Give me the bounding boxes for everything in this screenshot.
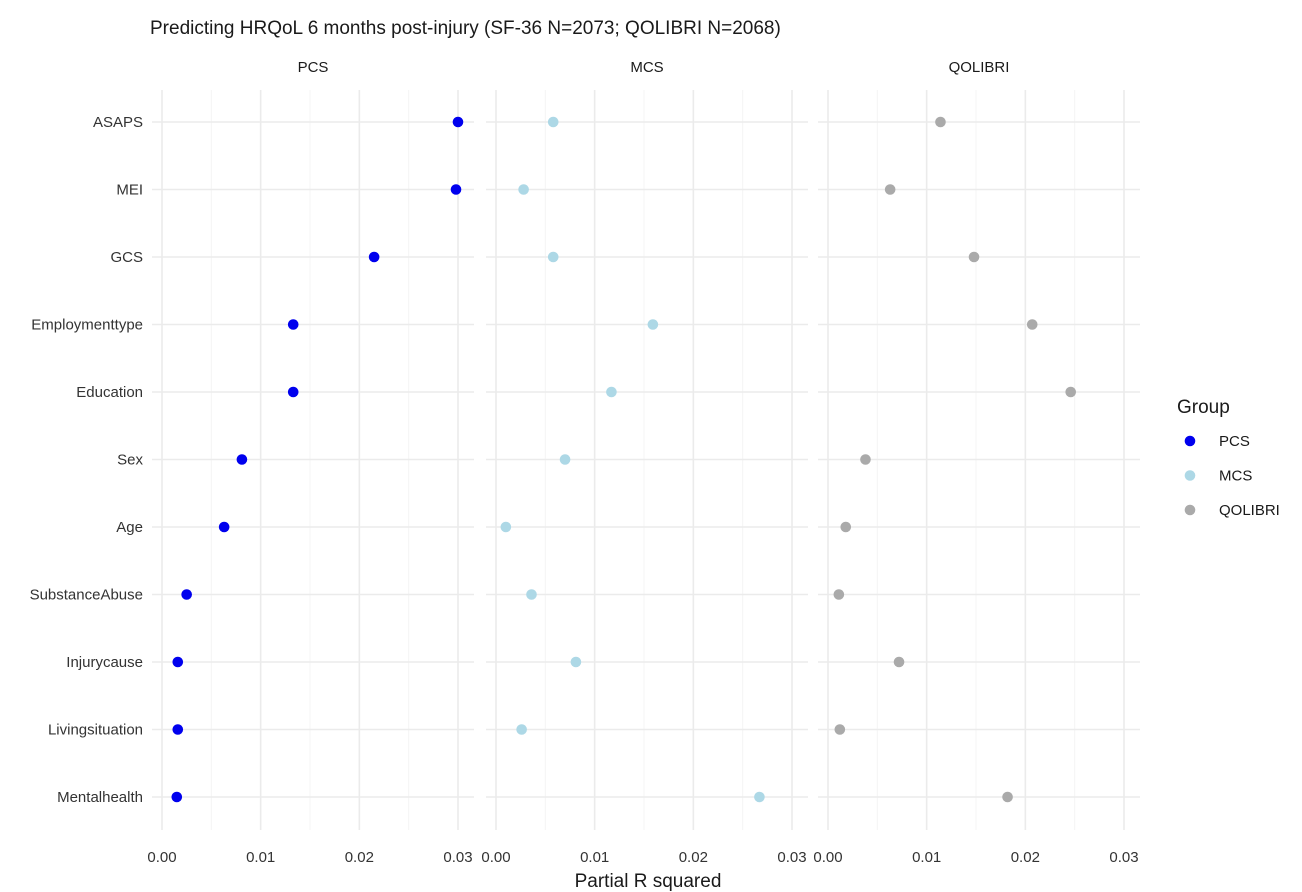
x-axis-label: Partial R squared bbox=[575, 871, 722, 892]
data-point-pcs bbox=[218, 521, 230, 533]
legend: Group PCS MCS QOLIBRI bbox=[1177, 397, 1280, 519]
facet-panel-pcs: PCS 0.00 0.01 0.02 0.03 bbox=[147, 59, 474, 866]
data-point-mcs bbox=[559, 454, 571, 465]
series-pcs bbox=[171, 116, 464, 803]
x-tick-label: 0.01 bbox=[912, 849, 941, 866]
data-point-qolibri bbox=[1065, 386, 1077, 398]
y-tick-label: Age bbox=[116, 519, 143, 536]
chart-title: Predicting HRQoL 6 months post-injury (S… bbox=[150, 18, 781, 39]
data-point-pcs bbox=[181, 589, 192, 600]
x-tick-label: 0.01 bbox=[580, 849, 609, 866]
y-tick-label: ASAPS bbox=[93, 114, 143, 131]
x-tick-label: 0.03 bbox=[777, 849, 806, 866]
legend-marker-mcs bbox=[1184, 470, 1196, 481]
data-point-mcs bbox=[500, 521, 512, 533]
x-tick-label: 0.02 bbox=[679, 849, 708, 866]
data-point-pcs bbox=[172, 724, 184, 735]
data-point-qolibri bbox=[893, 656, 905, 668]
series-qolibri bbox=[833, 116, 1077, 803]
data-point-qolibri bbox=[840, 521, 852, 533]
y-tick-label: Livingsituation bbox=[48, 722, 143, 739]
y-tick-label: Injurycause bbox=[66, 654, 143, 671]
legend-marker-qolibri bbox=[1184, 504, 1196, 516]
x-tick-label: 0.03 bbox=[1109, 849, 1138, 866]
data-point-pcs bbox=[236, 454, 248, 465]
data-point-qolibri bbox=[860, 454, 871, 465]
y-tick-label: Mentalhealth bbox=[57, 789, 143, 806]
legend-marker-pcs bbox=[1184, 435, 1196, 447]
legend-label-mcs: MCS bbox=[1219, 468, 1252, 485]
data-point-mcs bbox=[754, 791, 765, 803]
legend-title: Group bbox=[1177, 397, 1230, 418]
data-point-mcs bbox=[526, 589, 537, 600]
data-point-pcs bbox=[172, 656, 184, 668]
x-tick-label: 0.00 bbox=[481, 849, 510, 866]
x-tick-label: 0.01 bbox=[246, 849, 275, 866]
data-point-mcs bbox=[606, 386, 617, 398]
data-point-pcs bbox=[368, 251, 380, 263]
data-point-qolibri bbox=[834, 724, 846, 735]
data-point-mcs bbox=[547, 251, 559, 263]
x-tick-label: 0.02 bbox=[1011, 849, 1040, 866]
legend-label-pcs: PCS bbox=[1219, 433, 1250, 450]
data-point-qolibri bbox=[935, 116, 946, 128]
data-point-pcs bbox=[287, 319, 299, 330]
facet-label-pcs: PCS bbox=[298, 59, 329, 76]
x-tick-label: 0.02 bbox=[345, 849, 374, 866]
y-tick-label: Employmenttype bbox=[31, 317, 143, 334]
x-tick-label: 0.00 bbox=[813, 849, 842, 866]
data-point-mcs bbox=[647, 319, 659, 330]
x-tick-label: 0.00 bbox=[147, 849, 176, 866]
data-point-qolibri bbox=[1002, 791, 1013, 803]
data-point-mcs bbox=[547, 116, 559, 128]
data-point-qolibri bbox=[884, 184, 896, 195]
y-tick-label: Education bbox=[76, 384, 143, 401]
data-point-pcs bbox=[287, 386, 299, 398]
y-tick-label: GCS bbox=[110, 249, 143, 266]
data-point-qolibri bbox=[1026, 319, 1038, 330]
x-tick-label: 0.03 bbox=[443, 849, 472, 866]
data-point-mcs bbox=[518, 184, 529, 195]
y-tick-label: Sex bbox=[117, 452, 143, 469]
series-mcs bbox=[500, 116, 765, 803]
data-point-qolibri bbox=[833, 589, 845, 600]
data-point-pcs bbox=[171, 791, 183, 803]
data-point-mcs bbox=[570, 656, 582, 668]
legend-label-qolibri: QOLIBRI bbox=[1219, 502, 1280, 519]
data-point-qolibri bbox=[968, 251, 980, 263]
data-point-pcs bbox=[452, 116, 464, 128]
facet-panel-qolibri: QOLIBRI 0.00 0.01 0.02 0.03 bbox=[813, 59, 1140, 866]
facet-label-qolibri: QOLIBRI bbox=[949, 59, 1010, 76]
data-point-mcs bbox=[516, 724, 527, 735]
data-points bbox=[171, 116, 1077, 803]
data-point-pcs bbox=[450, 184, 462, 195]
facet-panel-mcs: MCS 0.00 0.01 0.02 0.03 bbox=[481, 59, 808, 866]
y-axis: ASAPS MEI GCS Employmenttype Education Sex Age… bbox=[30, 114, 144, 806]
facet-label-mcs: MCS bbox=[630, 59, 663, 76]
y-tick-label: SubstanceAbuse bbox=[30, 587, 143, 604]
y-tick-label: MEI bbox=[116, 182, 143, 199]
